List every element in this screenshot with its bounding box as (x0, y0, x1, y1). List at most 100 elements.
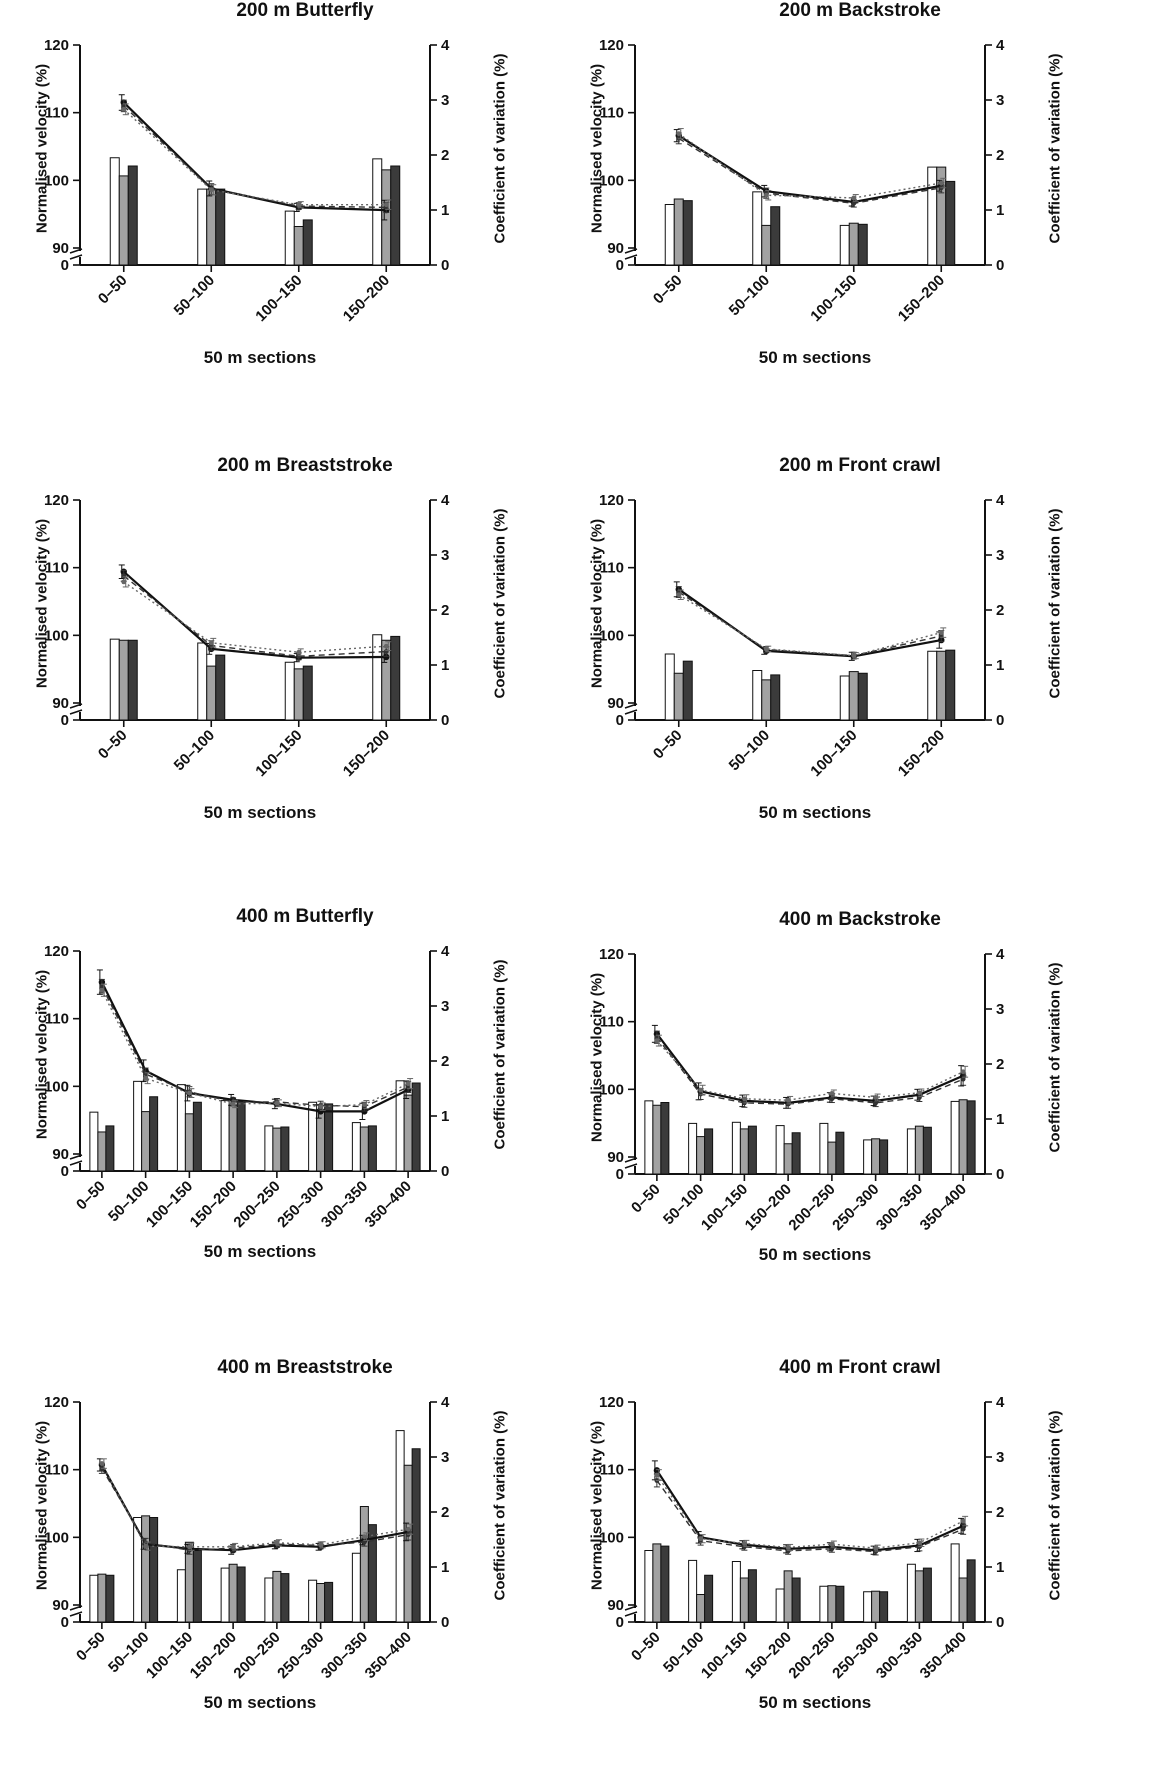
bar-bar-darkgray-2 (747, 1569, 757, 1623)
bar-bar-darkgray-0 (682, 660, 693, 721)
bar-bar-lightgray-6 (359, 1126, 369, 1172)
line-point-2 (99, 983, 105, 989)
line-point-3 (208, 187, 214, 193)
y-right-tick-label: 4 (441, 37, 450, 54)
x-tick-label: 50–100 (171, 272, 218, 319)
bar-bar-white-7 (950, 1100, 960, 1175)
y-right-tick-label: 4 (996, 492, 1005, 509)
line-point-3 (318, 1104, 324, 1110)
x-tick-label: 350–400 (917, 1181, 970, 1234)
line-point-3 (296, 202, 302, 208)
line-point-3 (318, 1542, 324, 1548)
bar-bar-darkgray-3 (390, 165, 401, 266)
bar-bar-darkgray-3 (791, 1577, 801, 1623)
x-tick-label: 50–100 (726, 272, 773, 319)
chart-title: 200 m Backstroke (779, 0, 941, 21)
line-point-3 (405, 1526, 411, 1532)
y-right-tick-label: 2 (996, 1056, 1004, 1073)
bar-bar-lightgray-2 (848, 671, 859, 721)
bar-bar-white-0 (664, 204, 675, 266)
bar-bar-darkgray-1 (770, 674, 781, 721)
y-left-tick-label: 0 (61, 1163, 69, 1180)
x-tick-label: 250–300 (829, 1181, 882, 1234)
y-right-tick-label: 2 (441, 1053, 449, 1070)
x-axis-title: 50 m sections (203, 803, 317, 822)
bar-bar-white-3 (220, 1567, 230, 1623)
x-tick-label: 50–100 (726, 727, 773, 774)
line-point-3 (829, 1090, 835, 1096)
line-point-2 (960, 1076, 966, 1082)
line-point-3 (208, 640, 214, 646)
y-left-tick-label: 0 (61, 712, 69, 729)
axis-break-gap (626, 1160, 644, 1166)
x-axis-title: 50 m sections (758, 1693, 872, 1712)
y-left-tick-label: 110 (600, 1462, 624, 1479)
bar-bar-lightgray-0 (652, 1104, 662, 1175)
x-tick-label: 250–300 (274, 1629, 327, 1682)
bar-bar-darkgray-6 (367, 1125, 377, 1172)
bar-bar-white-1 (752, 191, 763, 266)
line-series-3 (678, 594, 942, 657)
bar-bar-lightgray-0 (673, 198, 684, 266)
y-left-tick-label: 110 (600, 1014, 624, 1031)
line-point-3 (741, 1541, 747, 1546)
line-point-3 (698, 1087, 704, 1093)
line-series-1 (655, 1033, 964, 1104)
bar-bar-white-2 (284, 210, 295, 266)
bar-bar-lightgray-6 (914, 1125, 924, 1175)
axis-break-mark (624, 1611, 638, 1617)
y-right-tick-label: 1 (441, 657, 449, 674)
axis-break-mark (69, 1611, 83, 1617)
line-series-3 (656, 1040, 964, 1101)
line-point-3 (916, 1540, 922, 1546)
x-tick-label: 100–150 (143, 1629, 196, 1682)
x-tick-label: 350–400 (362, 1178, 415, 1231)
y-left-tick-label: 0 (616, 257, 624, 274)
x-tick-label: 200–250 (230, 1178, 283, 1231)
bar-bar-white-6 (351, 1552, 361, 1623)
bar-bar-white-7 (950, 1543, 960, 1623)
bar-bar-white-6 (351, 1122, 361, 1172)
bar-bar-darkgray-1 (149, 1096, 159, 1172)
axis-break-mark (69, 703, 83, 709)
bar-bar-white-5 (863, 1591, 873, 1623)
chart-panel: 200 m Backstroke Normalised velocity (%) C… (580, 0, 1140, 420)
y-left-tick-label: 100 (599, 1081, 624, 1098)
y-left-tick-label: 110 (45, 1011, 69, 1028)
chart-svg: 120110100900432100–5050–100100–150150–20… (44, 1394, 450, 1682)
x-tick-label: 150–200 (187, 1178, 240, 1231)
line-series-1 (100, 981, 409, 1113)
bar-bar-white-1 (197, 188, 208, 266)
bar-bar-white-0 (664, 653, 675, 721)
line-series-2 (123, 575, 387, 658)
x-tick-label: 100–150 (252, 727, 305, 780)
bar-bar-white-2 (731, 1121, 741, 1175)
y-right-tick-label: 4 (441, 943, 450, 960)
chart-panel: 200 m Breaststroke Normalised velocity (%… (25, 455, 585, 875)
bar-bar-lightgray-2 (293, 226, 304, 266)
y-left-tick-label: 100 (599, 172, 624, 189)
bar-bar-darkgray-2 (302, 665, 313, 721)
bar-bar-darkgray-2 (192, 1550, 202, 1623)
bar-bar-white-6 (906, 1128, 916, 1175)
y-left-tick-label: 90 (52, 1146, 69, 1163)
bar-bar-darkgray-2 (857, 223, 868, 266)
line-point-3 (405, 1081, 411, 1087)
bar-bar-darkgray-6 (922, 1567, 932, 1623)
y-left-tick-label: 90 (607, 1597, 624, 1614)
chart-panel: 400 m Front crawl Normalised velocity (%)… (580, 1357, 1140, 1777)
bar-bar-lightgray-6 (914, 1570, 924, 1623)
bar-bar-darkgray-2 (857, 672, 868, 721)
chart-title: 400 m Front crawl (779, 1357, 941, 1378)
bar-bar-lightgray-3 (783, 1570, 793, 1623)
bar-bar-darkgray-0 (682, 200, 693, 266)
bar-bar-white-2 (839, 224, 850, 266)
x-axis-title: 50 m sections (203, 1693, 317, 1712)
line-series-1 (100, 1464, 409, 1552)
line-point-3 (99, 987, 105, 993)
y-right-tick-label: 2 (441, 1504, 449, 1521)
x-tick-label: 350–400 (917, 1629, 970, 1682)
bar-bar-darkgray-0 (127, 639, 138, 721)
bar-bar-darkgray-0 (105, 1574, 115, 1623)
